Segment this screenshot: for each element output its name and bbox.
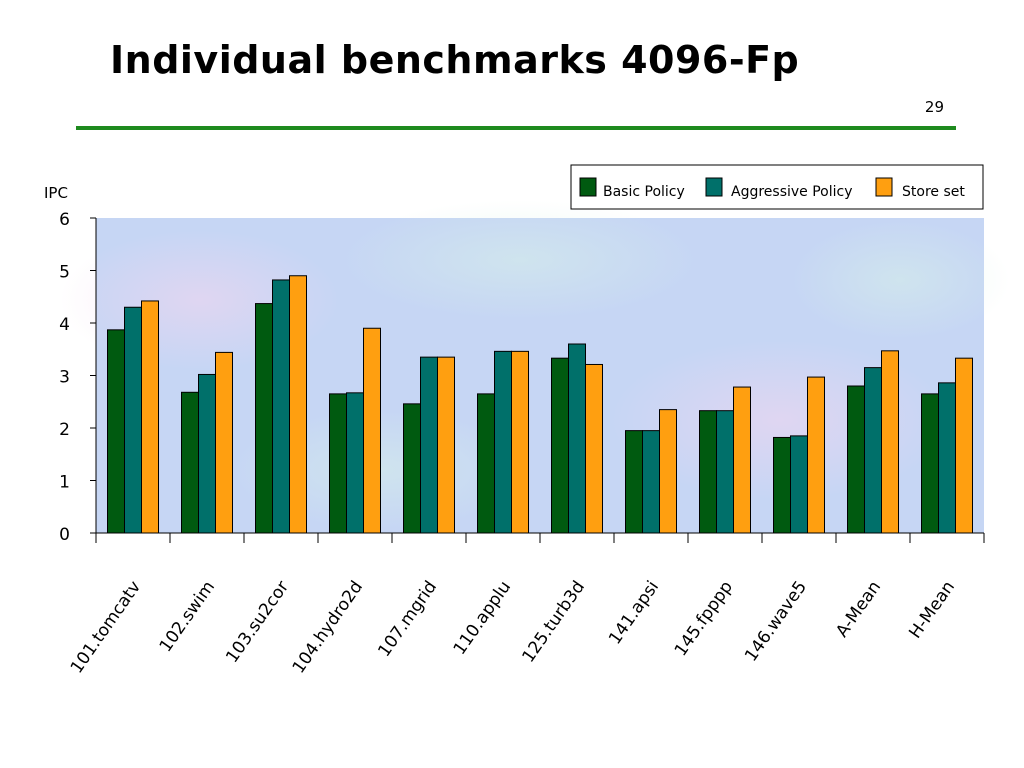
bar-store-set — [807, 376, 825, 534]
bar-aggressive-policy — [346, 392, 364, 534]
slide-title: Individual benchmarks 4096-Fp — [110, 38, 800, 82]
page-number: 29 — [924, 98, 944, 116]
bar-store-set — [733, 386, 751, 534]
bars — [107, 275, 973, 534]
x-tick-label: 125.turb3d — [518, 577, 589, 666]
bar-store-set — [437, 356, 455, 534]
bar-store-set — [881, 350, 899, 534]
y-tick-label: 6 — [59, 210, 70, 230]
bar-aggressive-policy — [420, 356, 438, 534]
bar-store-set — [363, 327, 381, 534]
y-tick-label: 0 — [59, 525, 70, 545]
x-tick-labels: 101.tomcatv 102.swim 103.su2cor104.hydro2d… — [67, 577, 959, 677]
bar-store-set — [659, 409, 677, 534]
title-divider — [76, 126, 956, 130]
bar-aggressive-policy — [272, 279, 290, 534]
x-axis — [95, 532, 985, 543]
bar-basic-policy — [477, 393, 495, 534]
bar-aggressive-policy — [864, 367, 882, 534]
legend-label-basic: Basic Policy — [603, 184, 685, 200]
bar-basic-policy — [329, 393, 347, 534]
y-tick-label: 5 — [59, 263, 70, 283]
bar-basic-policy — [255, 303, 273, 534]
bar-aggressive-policy — [938, 382, 956, 534]
bar-store-set — [215, 351, 233, 534]
y-tick-label: 2 — [59, 420, 70, 440]
bar-basic-policy — [847, 385, 865, 534]
x-tick-label: A-Mean — [832, 577, 885, 641]
bar-aggressive-policy — [642, 430, 660, 534]
bar-basic-policy — [625, 430, 643, 534]
x-tick-label: 102.swim — [156, 577, 219, 656]
bar-aggressive-policy — [716, 410, 734, 534]
legend-swatch-basic — [579, 177, 597, 197]
bar-aggressive-policy — [494, 350, 512, 534]
bar-store-set — [585, 363, 603, 534]
x-tick-label: 141.apsi — [605, 577, 663, 648]
y-tick-label: 1 — [59, 473, 70, 493]
legend-swatch-storeset — [875, 177, 893, 197]
bar-basic-policy — [699, 410, 717, 534]
legend-label-aggressive: Aggressive Policy — [731, 184, 853, 200]
x-tick-label: H-Mean — [905, 577, 959, 642]
y-tick-label: 4 — [59, 315, 70, 335]
bar-aggressive-policy — [568, 343, 586, 534]
bar-store-set — [955, 357, 973, 534]
legend: Basic Policy Aggressive Policy Store set — [570, 164, 984, 210]
bar-store-set — [141, 300, 159, 534]
bar-aggressive-policy — [124, 306, 142, 534]
x-tick-label: 101.tomcatv — [67, 577, 145, 677]
bar-store-set — [289, 275, 307, 534]
bar-basic-policy — [403, 403, 421, 534]
bar-basic-policy — [921, 393, 939, 534]
y-axis-label: IPC — [44, 184, 68, 202]
bar-store-set — [511, 350, 529, 534]
bar-basic-policy — [107, 329, 125, 534]
legend-label-storeset: Store set — [902, 184, 965, 200]
bar-aggressive-policy — [198, 373, 216, 534]
y-axis: 0 1 2 3 4 5 6 — [59, 210, 97, 545]
x-tick-label: 107.mgrid — [374, 577, 441, 660]
x-tick-label: 103.su2cor — [222, 577, 293, 666]
y-tick-label: 3 — [59, 368, 70, 388]
x-tick-label: 104.hydro2d — [289, 577, 367, 677]
x-tick-label: 146.wave5 — [741, 577, 811, 665]
legend-swatch-aggressive — [705, 177, 723, 197]
bar-basic-policy — [773, 436, 791, 534]
bar-basic-policy — [181, 391, 199, 534]
bar-basic-policy — [551, 357, 569, 534]
x-tick-label: 110.applu — [450, 577, 515, 658]
x-tick-label: 145.fpppp — [671, 577, 737, 660]
bar-aggressive-policy — [790, 435, 808, 534]
